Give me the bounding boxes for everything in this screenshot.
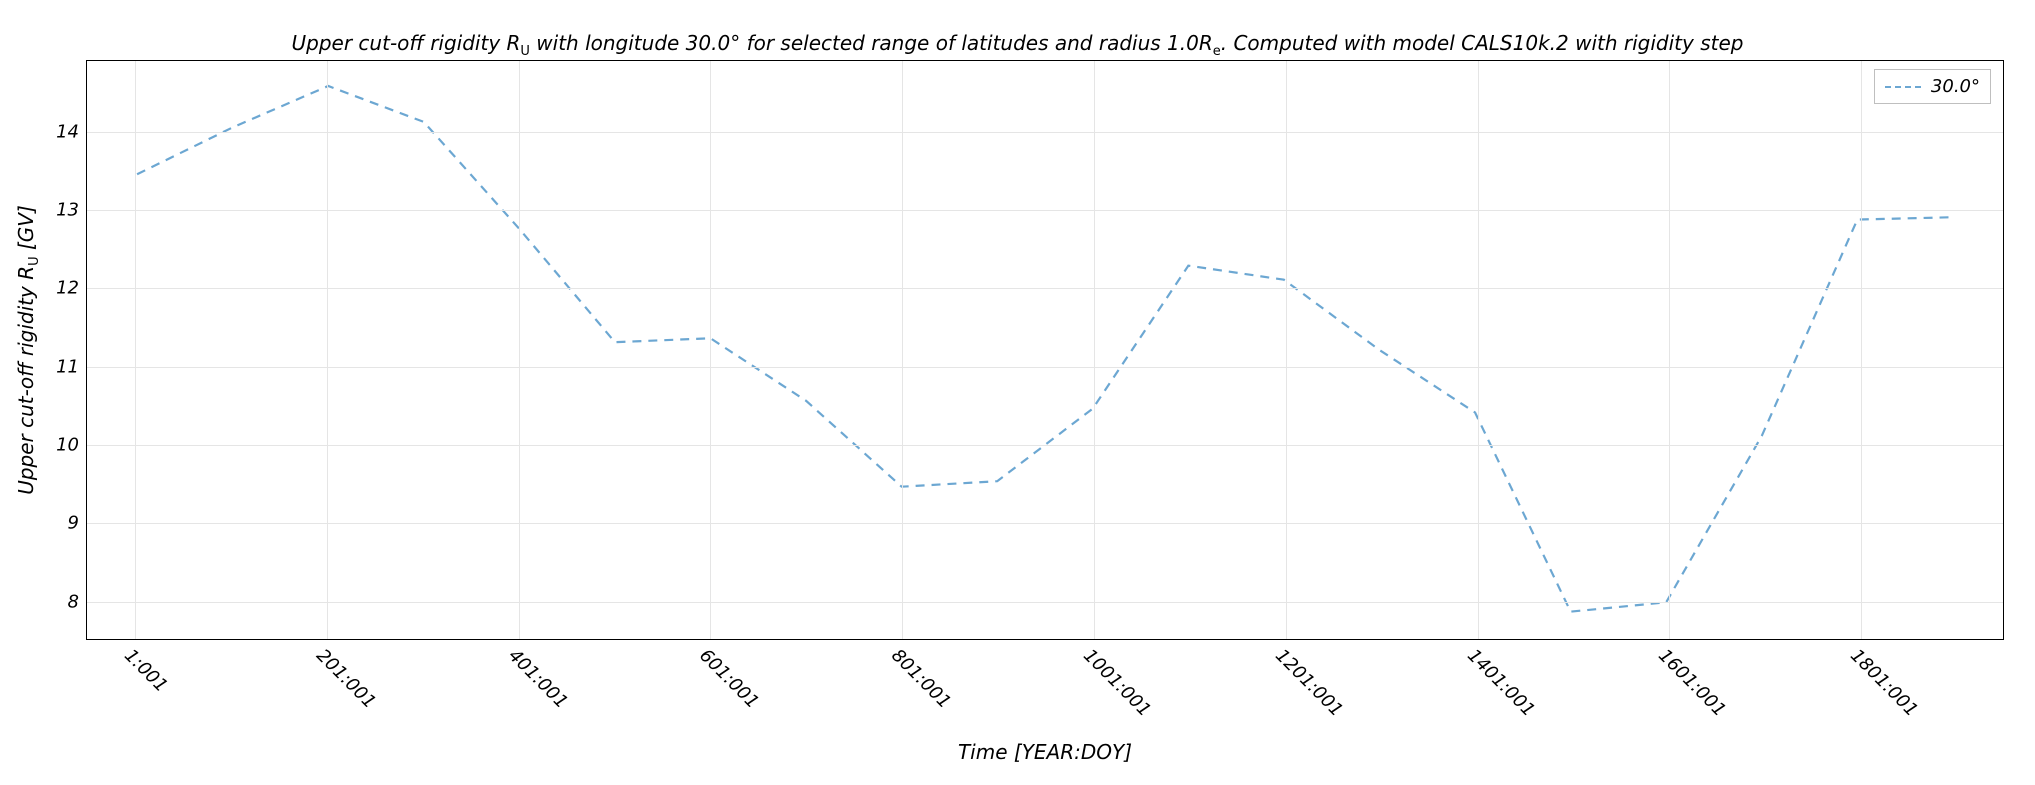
chart-title-line1: Upper cut-off rigidity RU with longitude… (292, 31, 1744, 55)
x-tick-label: 801:001 (887, 645, 955, 713)
y-tick-label: 14 (56, 121, 87, 142)
chart-container: Upper cut-off rigidity RU with longitude… (0, 0, 2035, 785)
series-line (137, 86, 1953, 612)
grid-v (1094, 61, 1095, 639)
grid-h (87, 210, 2003, 211)
x-tick-label: 1401:001 (1463, 645, 1539, 721)
grid-v (1286, 61, 1287, 639)
grid-v (1478, 61, 1479, 639)
x-tick-label: 1:001 (120, 645, 172, 697)
x-tick-label: 201:001 (312, 645, 380, 713)
grid-v (135, 61, 136, 639)
y-tick-label: 13 (56, 199, 87, 220)
x-tick-label: 601:001 (695, 645, 763, 713)
x-axis-label: Time [YEAR:DOY] (958, 740, 1132, 764)
grid-v (1861, 61, 1862, 639)
y-tick-label: 9 (68, 513, 87, 534)
x-tick-label: 1201:001 (1271, 645, 1347, 721)
grid-v (519, 61, 520, 639)
grid-h (87, 132, 2003, 133)
grid-h (87, 367, 2003, 368)
legend: 30.0° (1874, 69, 1991, 104)
y-axis-label: Upper cut-off rigidity RU [GV] (14, 205, 42, 495)
x-tick-label: 1801:001 (1846, 645, 1922, 721)
y-tick-label: 10 (56, 435, 87, 456)
x-tick-label: 1001:001 (1079, 645, 1155, 721)
y-tick-label: 8 (68, 591, 87, 612)
plot-area: 30.0° 8910111213141:001201:001401:001601… (86, 60, 2004, 640)
grid-v (327, 61, 328, 639)
y-tick-label: 11 (56, 356, 87, 377)
y-tick-label: 12 (56, 278, 87, 299)
grid-h (87, 445, 2003, 446)
legend-label: 30.0° (1931, 76, 1980, 97)
grid-v (902, 61, 903, 639)
x-tick-label: 401:001 (504, 645, 572, 713)
x-tick-label: 1601:001 (1654, 645, 1730, 721)
line-layer (87, 61, 2003, 639)
grid-v (710, 61, 711, 639)
grid-h (87, 602, 2003, 603)
grid-h (87, 523, 2003, 524)
grid-v (1669, 61, 1670, 639)
grid-h (87, 288, 2003, 289)
legend-swatch (1885, 86, 1921, 88)
